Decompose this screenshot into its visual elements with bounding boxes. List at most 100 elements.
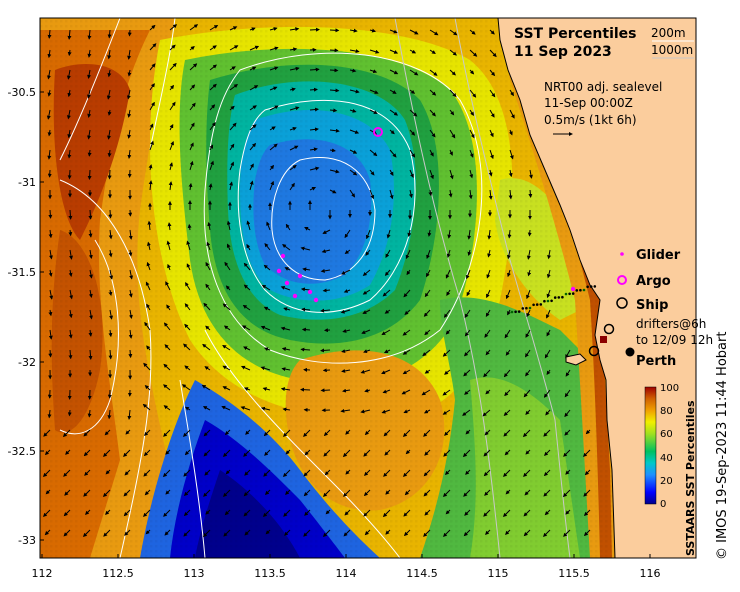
current-arrow (182, 429, 191, 438)
current-arrow (244, 469, 251, 476)
current-arrow (45, 489, 51, 495)
current-arrow (362, 309, 371, 314)
current-arrow (344, 249, 351, 255)
current-arrow (309, 127, 319, 132)
y-tick-label: -32 (18, 356, 36, 369)
current-arrow (289, 145, 299, 151)
drifter-point (539, 303, 543, 306)
colorbar-tick: 100 (660, 383, 679, 394)
current-arrow (485, 389, 491, 395)
current-arrow (108, 229, 113, 240)
current-arrow (164, 344, 171, 351)
current-arrow (509, 149, 514, 160)
current-arrow (426, 249, 431, 260)
current-arrow (303, 429, 311, 437)
drifter-track (510, 285, 597, 314)
current-arrow (483, 369, 491, 378)
current-arrow (48, 329, 53, 340)
current-arrow (565, 469, 571, 475)
current-arrow (407, 229, 412, 237)
current-arrow (401, 389, 411, 395)
current-arrow (429, 109, 436, 117)
current-arrow (363, 489, 371, 497)
current-arrow (229, 66, 236, 71)
current-arrow (389, 69, 399, 75)
current-arrow (289, 47, 298, 52)
current-arrow (269, 66, 279, 71)
current-arrow (563, 449, 571, 457)
current-arrow (189, 102, 196, 111)
current-arrow (269, 105, 279, 111)
current-arrow (300, 347, 311, 352)
current-arrow (207, 221, 212, 231)
current-arrow (243, 449, 251, 457)
current-arrow (383, 349, 391, 354)
current-arrow (108, 289, 113, 297)
current-arrow (469, 29, 476, 35)
current-arrow (143, 449, 151, 457)
current-arrow (67, 89, 72, 98)
current-arrow (345, 469, 351, 475)
current-arrow (423, 409, 431, 414)
current-arrow (280, 286, 291, 291)
current-arrow (282, 469, 291, 478)
current-arrow (269, 27, 278, 31)
current-arrow (184, 449, 191, 456)
current-arrow (526, 309, 531, 318)
current-arrow (145, 529, 151, 535)
current-arrow (48, 229, 53, 239)
current-arrow (583, 529, 591, 537)
current-arrow (502, 509, 511, 518)
current-arrow (223, 325, 231, 331)
current-arrow (361, 329, 371, 334)
current-arrow (107, 169, 112, 180)
current-arrow (63, 529, 71, 537)
current-arrow (143, 362, 151, 371)
current-arrow (300, 287, 311, 292)
current-arrow (165, 489, 171, 495)
current-arrow (409, 109, 418, 117)
current-arrow (300, 246, 311, 251)
current-arrow (225, 285, 231, 291)
legend-argo: Argo (636, 274, 671, 289)
current-arrow (429, 149, 434, 157)
current-arrow (525, 369, 531, 377)
current-arrow (447, 229, 452, 239)
contour-legend-1000m: 1000m (651, 43, 693, 57)
current-arrow (462, 449, 471, 458)
current-arrow (444, 469, 451, 476)
current-arrow (483, 449, 491, 457)
current-arrow (329, 68, 339, 73)
current-arrow (363, 469, 371, 477)
current-arrow (263, 306, 271, 311)
current-arrow (389, 29, 398, 34)
current-arrow (44, 529, 51, 536)
current-arrow (66, 109, 71, 120)
current-arrow (329, 189, 337, 194)
current-arrow (402, 349, 411, 355)
current-arrow (67, 129, 72, 139)
x-tick-label: 114 (336, 567, 357, 580)
current-arrow (285, 223, 291, 231)
current-arrow (363, 449, 371, 457)
current-arrow (507, 309, 511, 316)
current-arrow (488, 169, 493, 177)
current-arrow (84, 469, 91, 476)
current-arrow (263, 429, 271, 437)
current-arrow (68, 269, 73, 277)
current-arrow (448, 189, 453, 198)
current-arrow (146, 261, 151, 271)
current-arrow (88, 329, 93, 337)
colorbar-tick: 0 (660, 499, 666, 510)
current-arrow (546, 329, 551, 337)
current-arrow (507, 229, 512, 239)
current-arrow (403, 509, 411, 517)
current-arrow (249, 163, 254, 171)
current-arrow (423, 469, 431, 477)
current-arrow (107, 149, 112, 158)
current-arrow (343, 489, 351, 497)
current-arrow (126, 89, 131, 100)
current-arrow (462, 409, 471, 416)
current-arrow (484, 429, 491, 436)
current-arrow (426, 269, 431, 278)
